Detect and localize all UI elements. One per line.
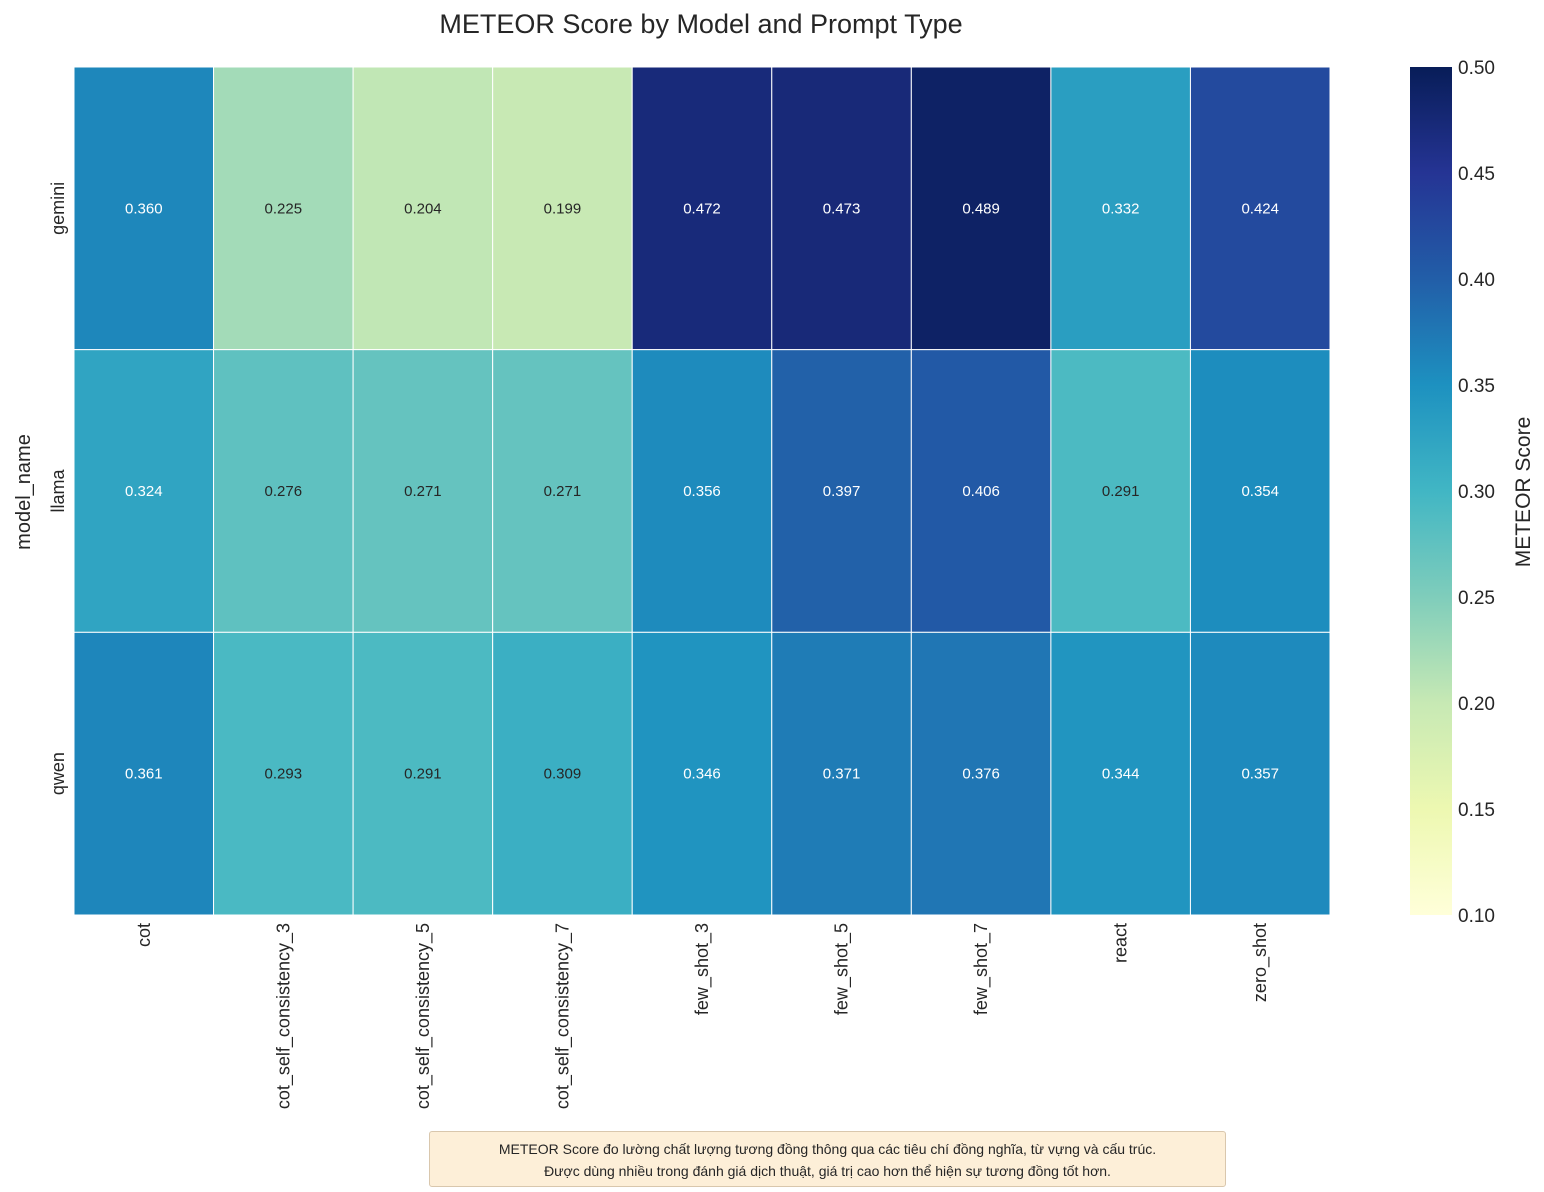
note-box: METEOR Score đo lường chất lượng tương đ… xyxy=(429,1131,1226,1187)
heatmap-cell xyxy=(73,349,215,633)
cell-value-label: 0.357 xyxy=(1241,766,1279,783)
cell-value-label: 0.309 xyxy=(544,766,582,783)
cell-value-label: 0.291 xyxy=(404,766,442,783)
y-axis-label: model_name xyxy=(13,434,35,550)
cell-value-label: 0.344 xyxy=(1102,766,1140,783)
heatmap-cell xyxy=(631,66,773,351)
cell-value-label: 0.371 xyxy=(823,766,861,783)
heatmap-cell xyxy=(910,349,1052,633)
cell-value-label: 0.489 xyxy=(962,200,1000,217)
heatmap-cell xyxy=(631,631,773,916)
colorbar-tick-label: 0.40 xyxy=(1458,270,1495,291)
colorbar-tick-label: 0.45 xyxy=(1458,164,1495,185)
heatmap-cells: 0.360 0.225 0.204 0.199 0.472 0.473 0.489 0.332… xyxy=(73,66,1331,916)
cell-value-label: 0.356 xyxy=(683,483,721,500)
cell-value-label: 0.424 xyxy=(1241,200,1279,217)
x-tick-label: few_shot_5 xyxy=(832,923,853,1015)
colorbar-tick-label: 0.20 xyxy=(1458,694,1495,715)
chart-title: METEOR Score by Model and Prompt Type xyxy=(439,9,962,39)
cell-value-label: 0.472 xyxy=(683,200,721,217)
cell-value-label: 0.361 xyxy=(125,766,163,783)
colorbar-tick-label: 0.35 xyxy=(1458,376,1495,397)
heatmap-cell xyxy=(1189,631,1331,916)
colorbar-tick-label: 0.50 xyxy=(1458,58,1495,79)
colorbar xyxy=(1410,67,1452,915)
cell-value-label: 0.354 xyxy=(1241,483,1279,500)
cell-value-label: 0.397 xyxy=(823,483,861,500)
x-tick-label: cot xyxy=(134,923,154,947)
colorbar-tick-labels: 0.10 0.15 0.20 0.25 0.30 0.35 0.40 0.45 0.50 xyxy=(1458,58,1495,927)
x-tick-label: react xyxy=(1111,923,1131,963)
cell-value-label: 0.360 xyxy=(125,200,163,217)
cell-value-label: 0.473 xyxy=(823,200,861,217)
heatmap-cell xyxy=(910,66,1052,351)
heatmap-cell xyxy=(492,66,633,351)
heatmap-cell xyxy=(631,349,773,633)
heatmap-cell xyxy=(492,349,633,633)
x-tick-labels: cot cot_self_consistency_3 cot_self_consis… xyxy=(134,923,1271,1109)
heatmap-cell xyxy=(73,631,215,916)
heatmap-cell xyxy=(1189,349,1331,633)
y-tick-label: gemini xyxy=(48,182,68,235)
heatmap-cell xyxy=(910,631,1052,916)
cell-value-label: 0.225 xyxy=(265,200,303,217)
cell-value-label: 0.332 xyxy=(1102,200,1140,217)
note-line-2: Được dùng nhiều trong đánh giá dịch thuậ… xyxy=(544,1163,1111,1179)
cell-value-label: 0.376 xyxy=(962,766,1000,783)
x-tick-label: cot_self_consistency_5 xyxy=(413,923,434,1109)
y-tick-label: qwen xyxy=(48,752,68,795)
x-tick-label: cot_self_consistency_7 xyxy=(552,923,573,1109)
cell-value-label: 0.276 xyxy=(265,483,303,500)
colorbar-tick-label: 0.25 xyxy=(1458,588,1495,609)
heatmap-cell xyxy=(73,66,215,351)
note-line-1: METEOR Score đo lường chất lượng tương đ… xyxy=(498,1141,1157,1157)
heatmap-cell xyxy=(352,349,494,633)
x-tick-label: few_shot_7 xyxy=(971,923,992,1015)
colorbar-tick-label: 0.15 xyxy=(1458,800,1495,821)
y-tick-labels: gemini llama qwen xyxy=(48,182,68,795)
cell-value-label: 0.346 xyxy=(683,766,721,783)
cell-value-label: 0.199 xyxy=(544,200,582,217)
heatmap-cell xyxy=(352,631,494,916)
colorbar-tick-label: 0.10 xyxy=(1458,906,1495,927)
cell-value-label: 0.291 xyxy=(1102,483,1140,500)
cell-value-label: 0.271 xyxy=(404,483,442,500)
colorbar-tick-label: 0.30 xyxy=(1458,482,1495,503)
heatmap-cell xyxy=(1050,631,1191,916)
x-tick-label: few_shot_3 xyxy=(692,923,713,1015)
heatmap-cell xyxy=(492,631,633,916)
heatmap-cell xyxy=(1050,349,1191,633)
colorbar-label: METEOR Score xyxy=(1512,417,1535,568)
heatmap-cell xyxy=(771,349,912,633)
heatmap-cell xyxy=(771,66,912,351)
cell-value-label: 0.293 xyxy=(265,766,303,783)
cell-value-label: 0.204 xyxy=(404,200,442,217)
x-tick-label: zero_shot xyxy=(1250,923,1271,1002)
heatmap-cell xyxy=(213,631,354,916)
heatmap-cell xyxy=(352,66,494,351)
x-tick-label: cot_self_consistency_3 xyxy=(273,923,294,1109)
cell-value-label: 0.271 xyxy=(544,483,582,500)
heatmap-cell xyxy=(213,66,354,351)
heatmap-cell xyxy=(1050,66,1191,351)
cell-value-label: 0.324 xyxy=(125,483,163,500)
cell-value-label: 0.406 xyxy=(962,483,1000,500)
y-tick-label: llama xyxy=(48,469,68,513)
